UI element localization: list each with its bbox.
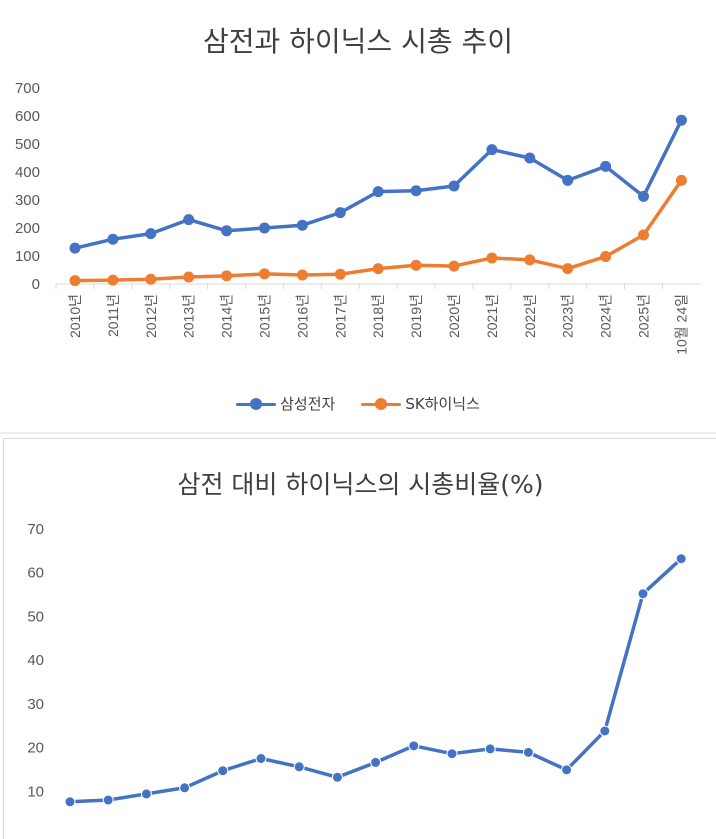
market-cap-chart-panel: 삼전과 하이닉스 시총 추이 0 100 200 300 400 500 600 700 201… — [0, 25, 716, 414]
data-point — [372, 186, 384, 198]
data-point — [372, 263, 384, 275]
data-point — [259, 268, 270, 280]
data-point — [370, 756, 382, 768]
data-point — [221, 225, 233, 237]
data-point — [524, 254, 536, 266]
data-point — [102, 794, 114, 806]
x-tick-label: 2010년 — [67, 294, 83, 338]
y-tick-label: 500 — [15, 136, 40, 153]
y-tick-label: 70 — [27, 521, 44, 538]
panel-divider — [0, 432, 716, 434]
data-point — [183, 214, 195, 226]
data-point — [486, 144, 498, 156]
x-tick-label: 2014년 — [219, 294, 235, 338]
data-point — [446, 748, 458, 760]
legend-item-samsung: 삼성전자 — [236, 393, 335, 414]
data-point — [107, 233, 119, 245]
y-tick-label: 50 — [27, 608, 44, 625]
y-tick-label: 700 — [15, 80, 40, 97]
data-point — [217, 765, 229, 777]
data-point — [64, 796, 76, 808]
data-point — [675, 114, 687, 126]
y-tick-label: 600 — [15, 108, 40, 125]
x-tick-label: 2025년 — [636, 294, 652, 338]
x-tick-label: 2015년 — [257, 294, 273, 338]
y-tick-label: 40 — [27, 652, 44, 669]
data-point — [183, 271, 195, 283]
data-point — [562, 263, 574, 275]
x-tick-label: 2024년 — [598, 294, 614, 338]
x-tick-label: 2023년 — [560, 294, 576, 338]
data-point — [484, 743, 496, 755]
data-point — [448, 180, 460, 192]
x-tick-label: 2020년 — [446, 294, 462, 338]
data-point — [145, 273, 157, 285]
x-tick-label: 2021년 — [484, 294, 500, 338]
legend-swatch-hynix — [361, 397, 402, 410]
data-point — [599, 725, 611, 737]
data-point — [408, 740, 420, 752]
y-tick-label: 10 — [27, 783, 44, 800]
data-point — [331, 771, 343, 783]
chart-title: 삼전 대비 하이닉스의 시총비율(%) — [177, 470, 544, 499]
y-tick-label: 0 — [32, 276, 40, 293]
data-point — [334, 207, 346, 219]
series-line-0 — [73, 118, 684, 250]
data-point — [296, 269, 308, 281]
data-point — [486, 252, 498, 264]
data-point — [522, 746, 534, 758]
data-point — [562, 174, 574, 186]
data-point — [675, 553, 687, 565]
legend-swatch-samsung — [236, 397, 277, 410]
data-point — [448, 260, 460, 272]
data-point — [524, 152, 536, 164]
data-point — [293, 761, 305, 773]
x-tick-label: 2016년 — [294, 294, 310, 338]
x-tick-label: 2011년 — [105, 294, 121, 337]
data-point — [638, 190, 649, 202]
data-point — [410, 185, 422, 197]
data-point — [69, 242, 81, 254]
y-tick-label: 300 — [15, 192, 40, 209]
ratio-chart-panel: 삼전 대비 하이닉스의 시총비율(%) 10 20 30 40 50 60 70 — [3, 438, 716, 839]
data-point — [179, 782, 191, 794]
market-cap-chart: 0 100 200 300 400 500 600 700 2010년 2011년 2012년 201… — [15, 80, 701, 355]
data-point — [296, 219, 308, 231]
data-point — [637, 588, 649, 600]
data-point — [600, 160, 612, 172]
legend-item-hynix: SK하이닉스 — [361, 393, 480, 414]
chart-title: 삼전과 하이닉스 시총 추이 — [202, 25, 514, 58]
y-tick-label: 20 — [27, 740, 44, 757]
data-point — [140, 788, 152, 800]
y-tick-label: 30 — [27, 696, 44, 713]
data-point — [675, 174, 687, 186]
legend-label-hynix: SK하이닉스 — [405, 395, 480, 413]
y-tick-label: 60 — [27, 565, 44, 582]
data-point — [259, 222, 270, 234]
x-tick-label: 2022년 — [522, 294, 538, 338]
y-tick-label: 100 — [15, 248, 40, 265]
data-point — [107, 274, 119, 286]
y-tick-label: 200 — [15, 220, 40, 237]
x-tick-label: 2019년 — [408, 294, 424, 338]
x-tick-label: 2017년 — [332, 294, 348, 338]
legend-label-samsung: 삼성전자 — [280, 395, 336, 413]
x-tick-label: 10월 24일 — [673, 294, 689, 355]
y-tick-label: 400 — [15, 164, 40, 181]
data-point — [221, 270, 233, 282]
data-point — [255, 753, 267, 764]
x-tick-label: 2012년 — [143, 294, 159, 338]
data-point — [334, 268, 346, 280]
ratio-chart: 10 20 30 40 50 60 70 — [27, 521, 687, 808]
data-point — [561, 764, 573, 776]
data-point — [600, 251, 612, 263]
x-tick-label: 2018년 — [370, 294, 386, 338]
data-point — [638, 229, 649, 241]
x-tick-label: 2013년 — [181, 294, 197, 338]
data-point — [410, 259, 422, 271]
data-point — [145, 228, 157, 240]
chart-legend: 삼성전자 SK하이닉스 — [0, 393, 716, 414]
data-point — [69, 275, 81, 287]
